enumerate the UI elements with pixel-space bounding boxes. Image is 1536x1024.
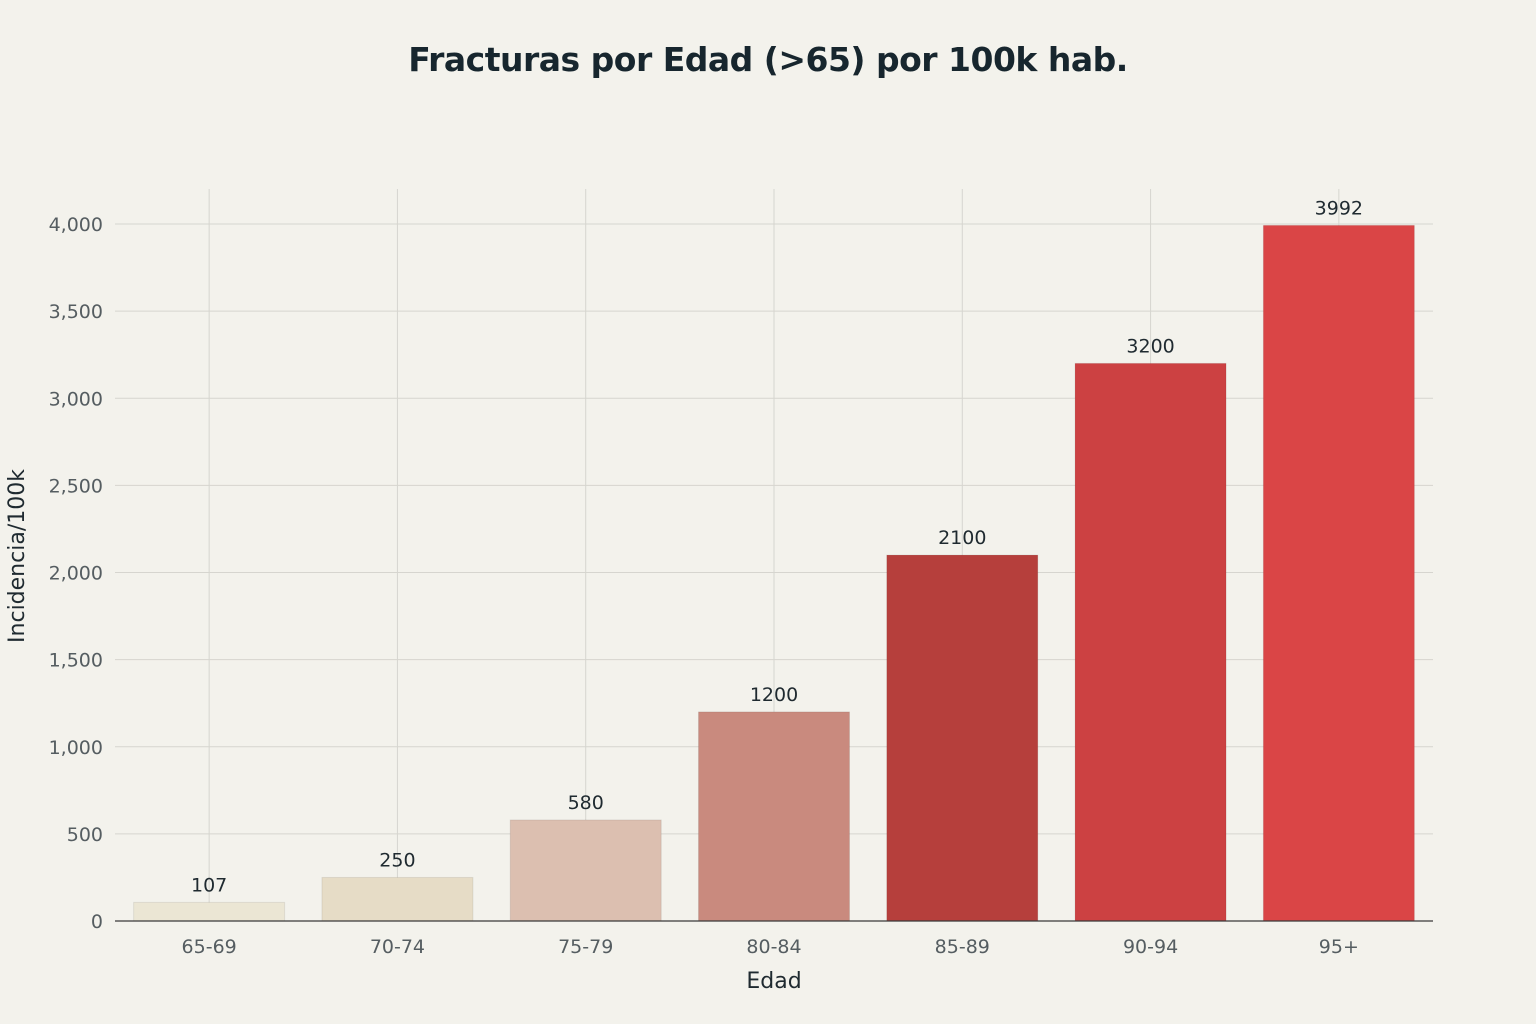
- x-tick-label: 90-94: [1123, 936, 1178, 958]
- bar-layer: 107 250 580 1200 2100 3200 3992: [133, 197, 1415, 922]
- chart-title: Fracturas por Edad (>65) por 100k hab.: [408, 40, 1128, 79]
- bar-value-label: 3992: [1315, 197, 1363, 219]
- bar-value-label: 3200: [1126, 335, 1174, 357]
- y-tick-label: 2,000: [49, 563, 103, 585]
- bar: [1074, 362, 1227, 922]
- bar-value-label: 107: [191, 874, 227, 896]
- y-tick-label: 2,500: [49, 475, 103, 497]
- y-axis-title: Incidencia/100k: [5, 469, 30, 643]
- x-tick-label: 80-84: [746, 936, 801, 958]
- bar-value-label: 580: [568, 792, 604, 814]
- x-tick-label: 95+: [1319, 936, 1359, 958]
- x-tick-label: 85-89: [935, 936, 990, 958]
- y-tick-label: 3,000: [49, 388, 103, 410]
- bar: [321, 876, 474, 922]
- axis-layer: 0 500 1,000 1,500 2,000 2,500 3,000 3,500 4,000 6…: [49, 214, 1433, 958]
- y-tick-label: 3,500: [49, 301, 103, 323]
- y-tick-label: 1,500: [49, 650, 103, 672]
- bar: [509, 819, 662, 922]
- bar: [133, 901, 286, 922]
- x-axis-title: Edad: [746, 969, 801, 994]
- y-tick-label: 4,000: [49, 214, 103, 236]
- y-tick-label: 500: [67, 824, 103, 846]
- bar: [886, 554, 1039, 922]
- bar-value-label: 250: [379, 849, 415, 871]
- x-tick-label: 70-74: [370, 936, 425, 958]
- y-tick-label: 1,000: [49, 737, 103, 759]
- bar: [698, 711, 850, 922]
- bar-value-label: 1200: [750, 684, 798, 706]
- x-tick-label: 65-69: [182, 936, 237, 958]
- y-tick-label: 0: [91, 911, 103, 933]
- x-tick-label: 75-79: [558, 936, 613, 958]
- bar-value-label: 2100: [938, 527, 986, 549]
- bar: [1262, 224, 1415, 922]
